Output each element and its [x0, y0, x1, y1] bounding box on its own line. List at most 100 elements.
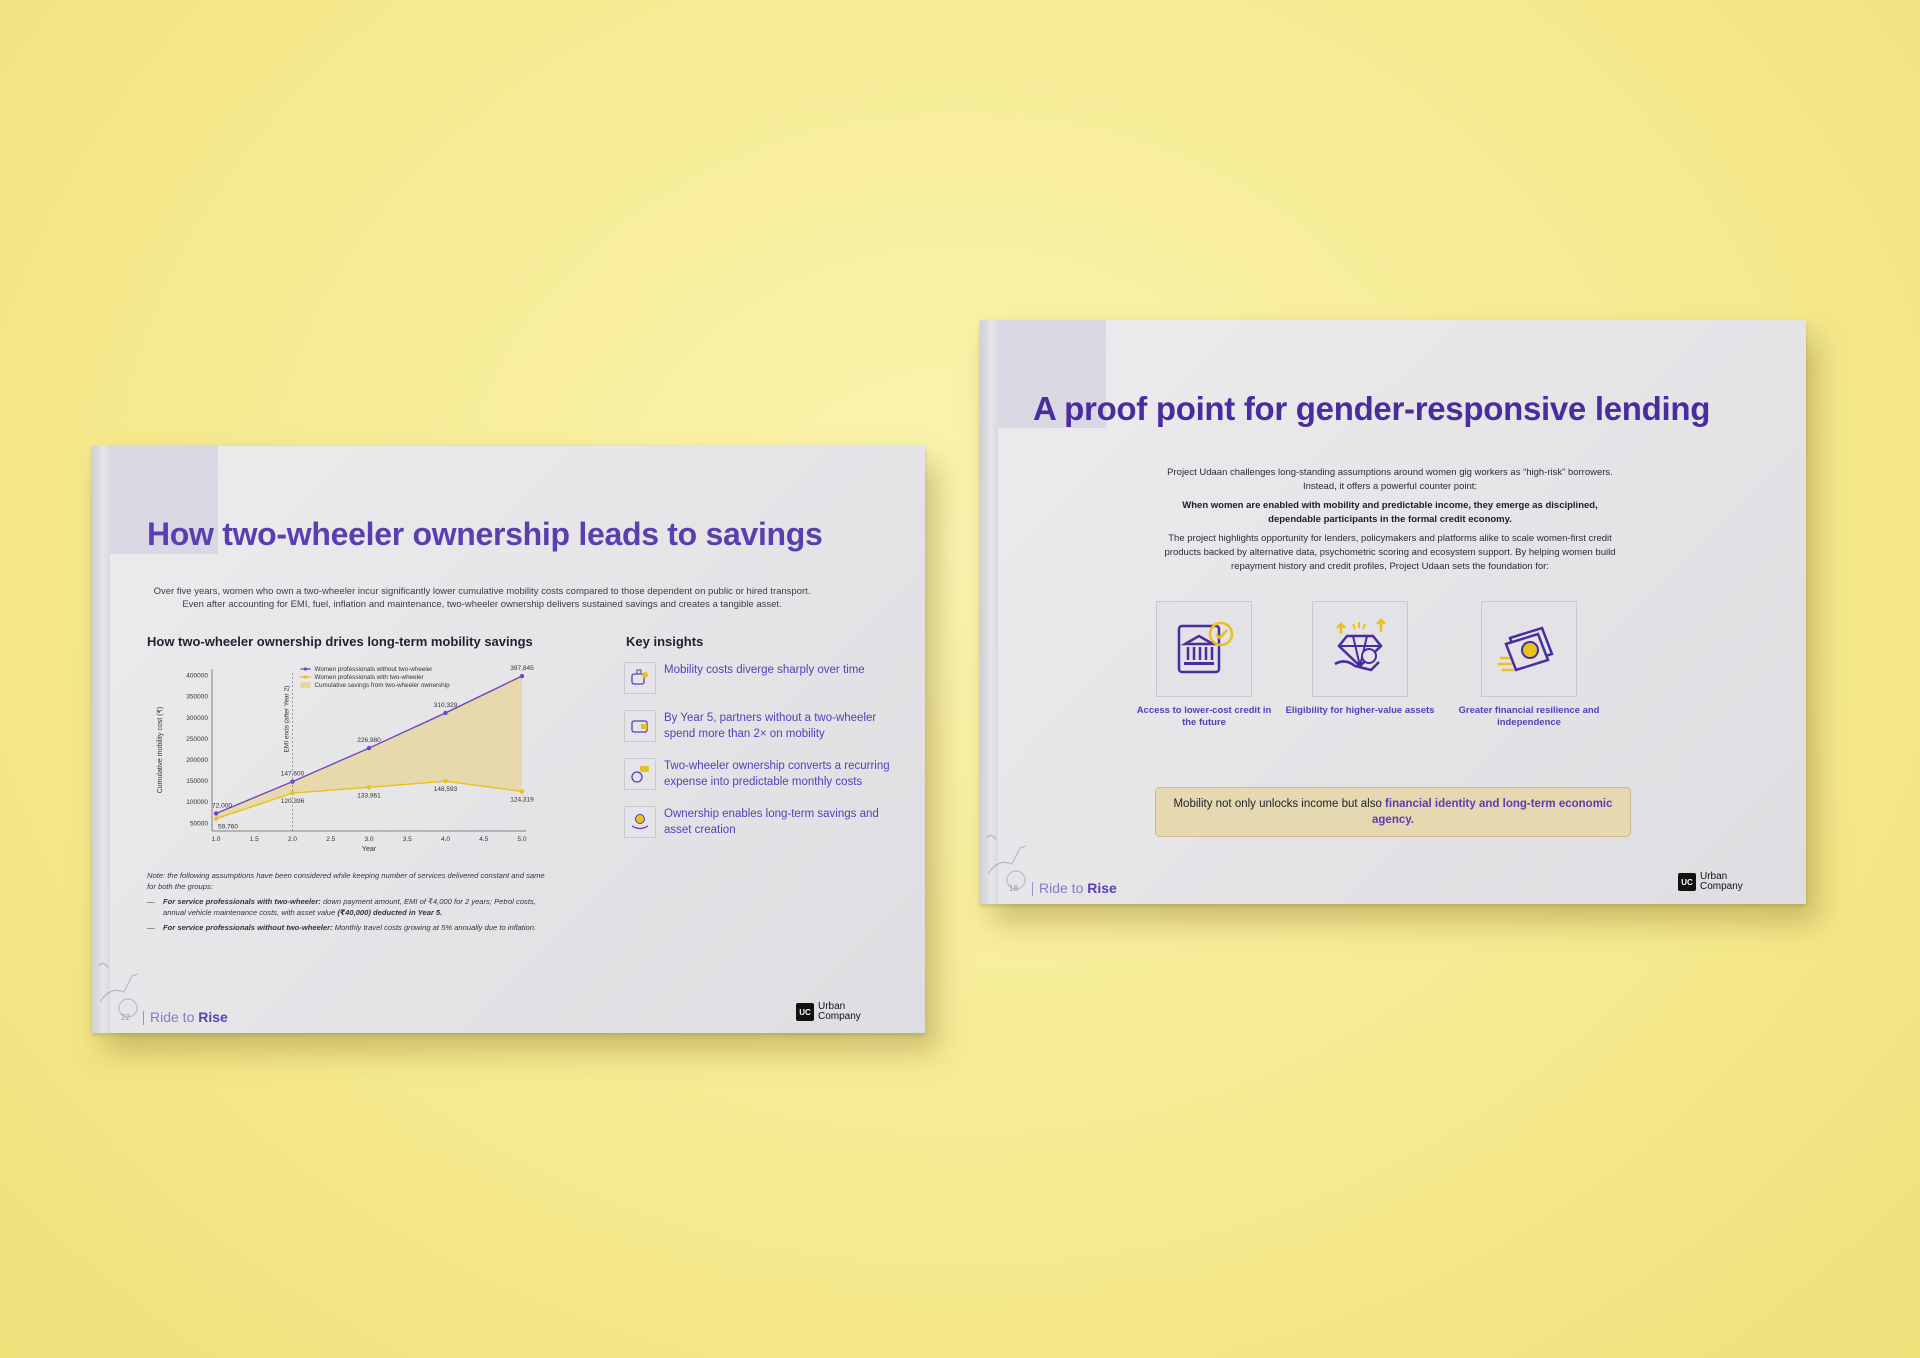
scooter-illustration-icon	[97, 962, 139, 1018]
report-page-left: How two-wheeler ownership leads to savin…	[92, 446, 925, 1033]
body-paragraph: The project highlights opportunity for l…	[1164, 533, 1616, 572]
insights-heading: Key insights	[626, 634, 704, 649]
coin-hand-icon	[624, 806, 656, 838]
feature-card: Access to lower-cost credit in the futur…	[1129, 601, 1279, 730]
insight-text: Mobility costs diverge sharply over time	[664, 664, 865, 676]
brand-prefix: Ride to	[150, 1009, 199, 1025]
legend-swatch-dot	[303, 675, 308, 679]
legend-swatch-dot	[303, 667, 308, 671]
note-text: down payment amount, EMI of ₹4,000 for 2…	[163, 897, 536, 917]
data-point	[290, 790, 295, 796]
logo-wordmark: Urban Company	[818, 1001, 861, 1022]
y-tick-label: 250000	[186, 736, 208, 743]
data-label: 133,961	[357, 792, 381, 799]
corner-accent	[998, 320, 1106, 428]
intro-paragraph: Over five years, women who own a two-whe…	[153, 586, 811, 611]
data-point	[366, 785, 372, 790]
x-tick-label: 1.0	[211, 836, 220, 843]
diamond-rupee-icon	[1312, 601, 1408, 697]
emi-annotation: EMI ends (after Year 2)	[284, 686, 291, 753]
insight-text: Ownership enables long-term savings and …	[664, 808, 879, 836]
data-point	[213, 816, 219, 821]
brand-divider	[1032, 882, 1033, 897]
note-text: Monthly travel costs growing at 5% annua…	[332, 923, 537, 932]
legend-label: Women professionals with two-wheeler	[315, 674, 424, 681]
x-tick-label: 4.5	[479, 836, 488, 843]
data-label: 59,760	[218, 824, 238, 831]
brand-prefix: Ride to	[1039, 880, 1088, 896]
data-label: 72,000	[212, 802, 232, 809]
insight-item: By Year 5, partners without a two-wheele…	[624, 710, 904, 742]
logo-mark: UC	[796, 1003, 814, 1021]
data-label: 120,396	[281, 798, 305, 805]
data-label: 397,845	[510, 665, 534, 672]
bank-check-icon	[1156, 601, 1252, 697]
brand-divider	[143, 1011, 144, 1026]
feature-label: Eligibility for higher-value assets	[1285, 705, 1435, 716]
scooter-illustration-icon	[985, 834, 1027, 890]
x-tick-label: 3.5	[403, 836, 412, 843]
data-point	[366, 745, 372, 751]
data-label: 148,593	[434, 786, 458, 793]
data-point	[443, 710, 448, 716]
page-title: A proof point for gender-responsive lend…	[1033, 390, 1711, 427]
insight-text: By Year 5, partners without a two-wheele…	[664, 712, 877, 740]
y-tick-label: 100000	[186, 799, 208, 806]
callout-text: Mobility not only unlocks income but als…	[1173, 797, 1613, 826]
report-page-right: A proof point for gender-responsive lend…	[980, 320, 1806, 904]
callout-highlight: financial identity and long-term economi…	[1372, 797, 1613, 826]
brand-strong: Rise	[1087, 880, 1117, 896]
y-tick-label: 200000	[186, 757, 208, 764]
page-number: 18	[1009, 884, 1018, 893]
brand-strong: Rise	[198, 1009, 228, 1025]
urban-company-logo: UC Urban Company	[796, 1002, 861, 1022]
y-tick-label: 350000	[186, 694, 208, 701]
x-tick-label: 2.0	[288, 836, 297, 843]
data-point	[213, 811, 219, 816]
emphasis-paragraph: When women are enabled with mobility and…	[1182, 500, 1598, 525]
x-tick-label: 2.5	[326, 836, 335, 843]
insight-item: Ownership enables long-term savings and …	[624, 806, 904, 838]
y-axis-label: Cumulative mobility cost (₹)	[156, 707, 164, 794]
data-label: 147,600	[281, 771, 305, 778]
data-point	[443, 778, 448, 784]
page-number: 22	[121, 1013, 130, 1022]
feature-card: Eligibility for higher-value assets	[1285, 601, 1435, 717]
data-label: 226,980	[357, 737, 381, 744]
legend-swatch	[300, 682, 311, 688]
note-bold: (₹40,000) deducted in Year 5.	[337, 908, 443, 917]
corner-accent	[110, 446, 218, 554]
note-bullet-with: For service professionals with two-wheel…	[147, 896, 547, 918]
data-label: 124,319	[510, 796, 534, 803]
y-tick-label: 400000	[186, 673, 208, 680]
x-axis-label: Year	[362, 846, 377, 853]
chart-heading: How two-wheeler ownership drives long-te…	[147, 634, 533, 649]
feature-card: Greater financial resilience and indepen…	[1454, 601, 1604, 730]
note-bullet-without: For service professionals without two-wh…	[147, 922, 547, 933]
line-chart-svg: 50000 100000 150000 200000 250000 300000 35000…	[156, 665, 534, 853]
x-tick-label: 5.0	[517, 836, 526, 843]
data-point	[290, 779, 295, 784]
page-title: How two-wheeler ownership leads to savin…	[147, 516, 823, 552]
footer-brand: Ride to Rise	[143, 1009, 228, 1026]
y-tick-label: 50000	[190, 820, 208, 827]
intro-paragraph: Project Udaan challenges long-standing a…	[1167, 467, 1613, 492]
insight-item: Mobility costs diverge sharply over time	[624, 662, 904, 694]
data-point	[519, 789, 525, 794]
data-label: 310,329	[434, 702, 458, 709]
x-tick-label: 4.0	[441, 836, 450, 843]
highlight-callout: Mobility not only unlocks income but als…	[1155, 787, 1631, 837]
feature-label: Access to lower-cost credit in the futur…	[1136, 705, 1272, 729]
x-tick-label: 1.5	[250, 836, 259, 843]
data-point	[519, 673, 525, 679]
legend-label: Cumulative savings from two-wheeler owne…	[315, 682, 451, 689]
wallet-bag-icon	[624, 662, 656, 694]
rupee-notes-icon	[1481, 601, 1577, 697]
insight-text: Two-wheeler ownership converts a recurri…	[664, 760, 890, 788]
wallet-icon	[624, 710, 656, 742]
assumption-notes: Note: the following assumptions have bee…	[147, 870, 547, 933]
feature-label: Greater financial resilience and indepen…	[1458, 705, 1600, 729]
footer-brand: Ride to Rise	[1032, 880, 1117, 897]
note-bold: For service professionals without two-wh…	[163, 923, 333, 932]
urban-company-logo: UC Urban Company	[1678, 872, 1743, 892]
